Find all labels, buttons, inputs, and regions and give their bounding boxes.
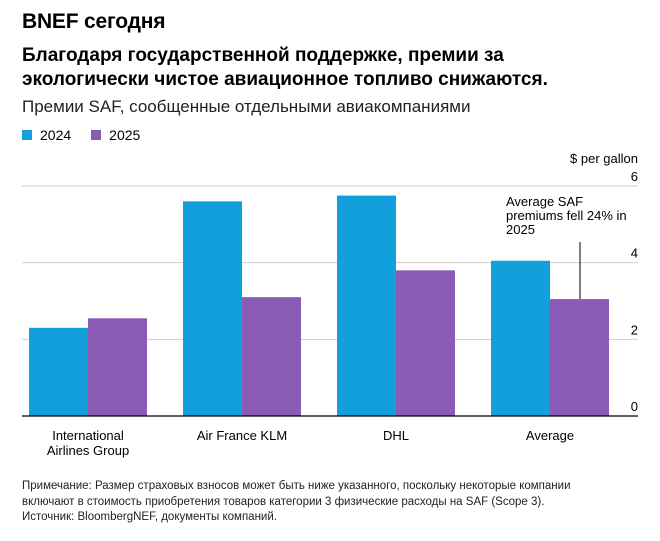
bar-2025 — [242, 297, 301, 416]
annotation-text: Average SAF — [506, 194, 583, 209]
x-tick-label: International — [52, 428, 124, 443]
legend-item-2025: 2025 — [91, 127, 140, 143]
legend-swatch-2025 — [91, 130, 102, 140]
footnote-line: включают в стоимость приобретения товаро… — [22, 495, 545, 508]
x-tick-label: Average — [526, 428, 574, 443]
y-tick-label: 4 — [631, 246, 638, 261]
annotation-text: 2025 — [506, 222, 535, 237]
chart-legend: 2024 2025 — [22, 127, 160, 143]
x-tick-label: Air France KLM — [197, 428, 287, 443]
y-tick-label: 0 — [631, 399, 638, 414]
bar-2025 — [88, 318, 147, 416]
bar-2024 — [29, 327, 88, 416]
bar-2025 — [550, 299, 609, 416]
headline-line: экологически чистое авиационное топливо … — [22, 69, 548, 90]
bar-2024 — [337, 195, 396, 416]
legend-item-2024: 2024 — [22, 127, 71, 143]
legend-swatch-2024 — [22, 130, 32, 140]
x-tick-label: Airlines Group — [47, 443, 129, 458]
legend-label-2024: 2024 — [40, 127, 72, 143]
y-axis-label: $ per gallon — [570, 151, 638, 166]
y-tick-label: 6 — [631, 169, 638, 184]
annotation-text: premiums fell 24% in — [506, 208, 627, 223]
bar-2024 — [491, 260, 550, 416]
brand-title: BNEF сегодня — [22, 10, 166, 33]
headline-line: Благодаря государственной поддержке, пре… — [22, 45, 504, 66]
bar-2024 — [183, 201, 242, 416]
source-line: Источник: BloombergNEF, документы компан… — [22, 511, 277, 523]
chart-headline: Благодаря государственной поддержке, пре… — [22, 44, 642, 92]
chart-subtitle: Премии SAF, сообщенные отдельными авиако… — [22, 97, 471, 116]
footnote: Примечание: Размер страховых взносов мож… — [22, 479, 642, 526]
legend-label-2025: 2025 — [109, 127, 141, 143]
bar-2025 — [396, 270, 455, 416]
y-tick-label: 2 — [631, 322, 638, 337]
footnote-line: Примечание: Размер страховых взносов мож… — [22, 480, 571, 492]
x-tick-label: DHL — [383, 428, 409, 443]
